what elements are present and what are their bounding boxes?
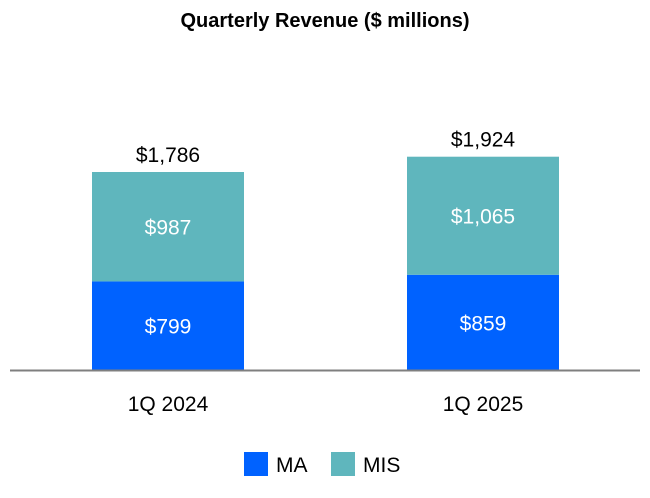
chart-title: Quarterly Revenue ($ millions) [181,10,470,32]
data-label: $859 [460,312,507,335]
bar-mis [92,172,244,282]
legend-label: MA [276,454,308,477]
total-label: $1,924 [451,129,516,152]
data-label: $987 [145,217,192,240]
data-label: $799 [145,316,192,339]
legend-swatch-ma [244,452,268,476]
bar-ma [407,274,559,370]
bar-ma [92,281,244,370]
legend-label: MIS [363,454,400,477]
x-tick-label: 1Q 2024 [128,393,209,416]
x-tick-label: 1Q 2025 [443,393,524,416]
bar-mis [407,156,559,275]
total-label: $1,786 [136,144,200,167]
legend-swatch-mis [331,452,355,476]
data-label: $1,065 [451,206,515,229]
